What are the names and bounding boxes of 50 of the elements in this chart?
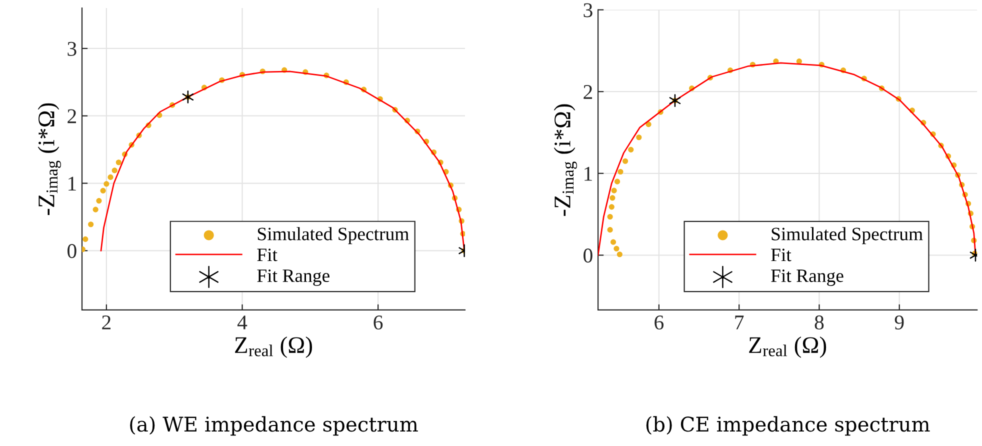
text: (a) WE impedance spectrum (130, 416, 418, 436)
y-tick-label: 3 (68, 42, 76, 56)
x-axis-title: Z$_{real}$ (Ω) (749, 336, 826, 358)
x-tick-label: 4 (237, 316, 248, 330)
y-tick-label: 2 (68, 109, 76, 124)
y-axis-title: -Z$_{imag}$ (i*Ω) (38, 103, 61, 216)
y-tick-label: 0 (584, 248, 592, 263)
x-axis-title: Z$_{real}$ (Ω) (235, 336, 312, 358)
x-tick-label: 7 (735, 316, 744, 330)
x-tick-label: 6 (374, 315, 383, 330)
point (96, 198, 102, 204)
point (607, 227, 613, 233)
point (646, 122, 652, 128)
legend-label: Simulated Spectrum (258, 227, 409, 244)
point (108, 174, 114, 180)
y-axis-title: -Z$_{imag}$ (i*Ω) (554, 104, 578, 216)
x-tick-label: 8 (814, 315, 824, 330)
y-tick-label: 2 (584, 85, 592, 99)
point (618, 168, 624, 175)
point (611, 188, 617, 194)
y-tick-label: 3 (584, 3, 592, 18)
point (92, 206, 98, 212)
legend-label: Fit (771, 248, 792, 262)
point (616, 252, 622, 258)
x-tick-label: 6 (654, 315, 664, 330)
point (607, 214, 613, 220)
point (614, 246, 620, 252)
legend-label: Fit Range (257, 269, 330, 286)
x-tick-label: 9 (894, 315, 904, 330)
point (610, 239, 616, 245)
point (116, 160, 122, 166)
point (104, 181, 110, 187)
point (608, 204, 614, 210)
x-tick-label: 2 (102, 315, 110, 330)
y-tick-label: 1 (584, 166, 592, 181)
legend-label: Fit Range (771, 270, 844, 286)
y-tick-label: 1 (68, 176, 76, 190)
legend-label: Simulated Spectrum (772, 227, 923, 244)
point (636, 134, 642, 140)
point (100, 188, 106, 194)
point (622, 158, 628, 164)
y-tick-label: 0 (68, 244, 76, 258)
point (88, 222, 94, 228)
point (614, 178, 620, 184)
point (112, 168, 118, 174)
point (82, 236, 88, 242)
legend-label: Fit (257, 248, 278, 262)
point (610, 195, 616, 201)
point (628, 146, 634, 152)
text: (b) CE impedance spectrum (646, 416, 930, 436)
